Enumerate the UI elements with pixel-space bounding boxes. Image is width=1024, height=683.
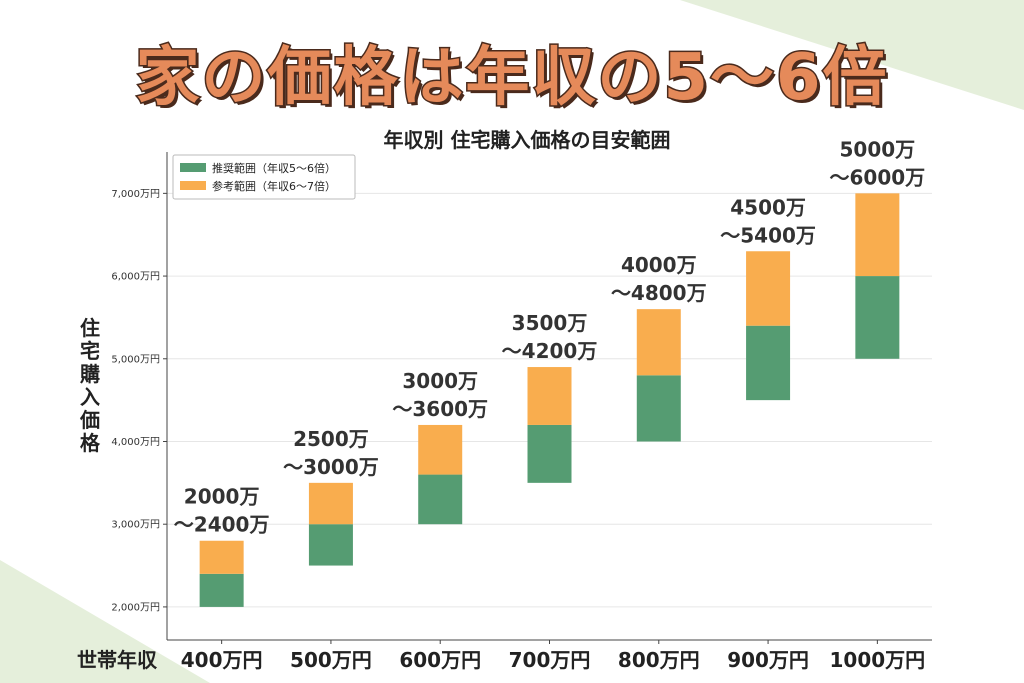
data-label-line2-6: ～6000万 <box>830 165 926 189</box>
data-label-line2-3: ～4200万 <box>502 339 598 363</box>
y-tick-label-4: 6,000万円 <box>111 272 160 283</box>
x-tick-label-0: 400万円 <box>181 648 263 672</box>
y-axis-label-char-2: 購 <box>80 362 100 386</box>
x-axis-label: 世帯年収 <box>77 648 158 672</box>
data-label-line2-4: ～4800万 <box>611 281 707 305</box>
data-label-line1-1: 2500万 <box>293 427 369 451</box>
bar-reference-3 <box>527 367 572 425</box>
top-right-accent-shape <box>680 0 1024 110</box>
y-axis-label-char-0: 住 <box>80 316 100 340</box>
data-label-line2-5: ～5400万 <box>720 223 816 247</box>
x-tick-label-6: 1000万円 <box>830 648 926 672</box>
x-tick-label-4: 800万円 <box>618 648 700 672</box>
bar-recommended-4 <box>636 375 681 442</box>
legend-label-recommended: 推奨範囲（年収5～6倍） <box>212 161 336 175</box>
legend-swatch-reference <box>180 181 206 190</box>
bar-recommended-3 <box>527 424 572 483</box>
bar-reference-1 <box>308 482 353 525</box>
y-tick-labels: 2,000万円 3,000万円 4,000万円 5,000万円 6,000万円 7,000… <box>111 189 167 613</box>
bottom-left-accent-shape <box>0 560 210 683</box>
data-label-line1-0: 2000万 <box>184 485 260 509</box>
data-label-line1-4: 4000万 <box>621 253 697 277</box>
y-tick-label-0: 2,000万円 <box>111 602 160 613</box>
bar-reference-2 <box>418 424 463 475</box>
legend-label-reference: 参考範囲（年収6～7倍） <box>212 179 336 193</box>
bar-recommended-2 <box>418 474 463 525</box>
y-tick-label-5: 7,000万円 <box>111 189 160 200</box>
bar-recommended-5 <box>746 325 791 401</box>
gridlines <box>167 192 932 608</box>
data-label-line1-3: 3500万 <box>512 311 588 335</box>
x-tick-labels: 400万円 500万円 600万円 700万円 800万円 900万円 1000万円 <box>181 640 925 672</box>
y-axis-label-char-5: 格 <box>80 431 101 455</box>
x-tick-label-2: 600万円 <box>399 648 481 672</box>
bar-recommended-1 <box>308 524 353 566</box>
y-axis-label: 住宅購入価格 <box>79 316 101 455</box>
legend: 推奨範囲（年収5～6倍） 参考範囲（年収6～7倍） <box>172 154 356 200</box>
data-label-line2-1: ～3000万 <box>283 455 379 479</box>
data-labels: 2000万 ～2400万 2500万 ～3000万 3000万 ～3600万 3500万 ～4… <box>174 137 925 536</box>
page-headline: 家の価格は年収の5～6倍 <box>134 40 889 117</box>
data-label-line1-5: 4500万 <box>730 195 806 219</box>
bars <box>199 193 900 607</box>
data-label-line1-2: 3000万 <box>402 369 478 393</box>
y-axis-label-char-3: 入 <box>80 385 100 409</box>
bar-reference-0 <box>199 540 244 574</box>
y-axis-label-char-1: 宅 <box>80 339 100 363</box>
bar-reference-4 <box>636 309 681 376</box>
data-label-line1-6: 5000万 <box>840 137 916 161</box>
bar-recommended-6 <box>855 276 900 359</box>
x-tick-label-3: 700万円 <box>509 648 591 672</box>
data-label-line2-2: ～3600万 <box>392 397 488 421</box>
x-tick-label-1: 500万円 <box>290 648 372 672</box>
bar-reference-5 <box>746 251 791 326</box>
y-tick-label-1: 3,000万円 <box>111 520 160 531</box>
legend-swatch-recommended <box>180 163 206 172</box>
bar-reference-6 <box>855 193 900 277</box>
x-tick-label-5: 900万円 <box>727 648 809 672</box>
y-tick-label-3: 5,000万円 <box>111 354 160 365</box>
data-label-line2-0: ～2400万 <box>174 513 270 537</box>
y-axis-label-char-4: 価 <box>79 408 100 432</box>
legend-box <box>172 154 356 200</box>
y-tick-label-2: 4,000万円 <box>111 437 160 448</box>
chart-title: 年収別 住宅購入価格の目安範囲 <box>384 128 671 152</box>
bar-recommended-0 <box>199 573 244 607</box>
